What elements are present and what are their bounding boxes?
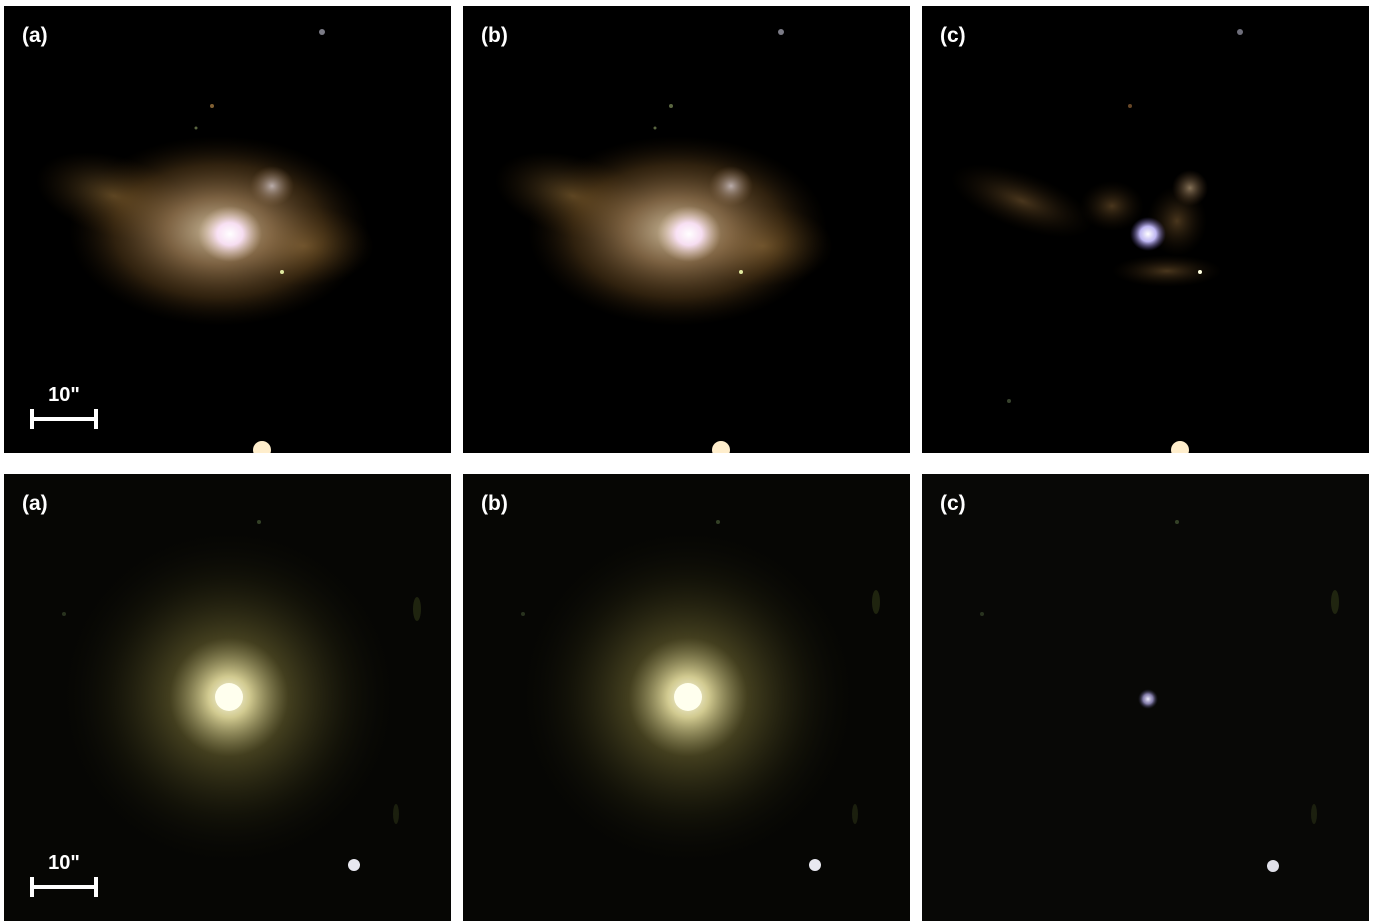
spiral-galaxy-model-image bbox=[495, 29, 833, 453]
scale-bar: 10" bbox=[30, 852, 98, 898]
panel-label: (b) bbox=[481, 24, 508, 47]
elliptical-galaxy-image bbox=[4, 474, 451, 921]
scale-bar-label: 10" bbox=[48, 852, 80, 874]
scale-bar-tick-left bbox=[30, 877, 34, 897]
scale-bar-label: 10" bbox=[48, 384, 80, 406]
panel-label: (c) bbox=[940, 492, 966, 515]
image-panel-top-c: (c) bbox=[922, 6, 1369, 453]
scale-bar-tick-right bbox=[94, 409, 98, 429]
panel-label: (c) bbox=[940, 24, 966, 47]
scale-bar-line bbox=[30, 417, 98, 421]
elliptical-galaxy-model-image bbox=[463, 474, 910, 921]
panel-label: (a) bbox=[22, 24, 48, 47]
spiral-galaxy-residual-image bbox=[950, 29, 1243, 453]
scale-bar-tick-left bbox=[30, 409, 34, 429]
image-panel-top-a: (a) 10" bbox=[4, 6, 451, 453]
image-panel-bottom-c: (c) bbox=[922, 474, 1369, 921]
elliptical-galaxy-residual-image bbox=[922, 474, 1369, 921]
scale-bar: 10" bbox=[30, 384, 98, 430]
panel-label: (b) bbox=[481, 492, 508, 515]
image-panel-bottom-a: (a) 10" bbox=[4, 474, 451, 921]
scale-bar-tick-right bbox=[94, 877, 98, 897]
image-panel-bottom-b: (b) bbox=[463, 474, 910, 921]
scale-bar-line bbox=[30, 885, 98, 889]
panel-label: (a) bbox=[22, 492, 48, 515]
image-panel-top-b: (b) bbox=[463, 6, 910, 453]
spiral-galaxy-image bbox=[36, 29, 374, 453]
